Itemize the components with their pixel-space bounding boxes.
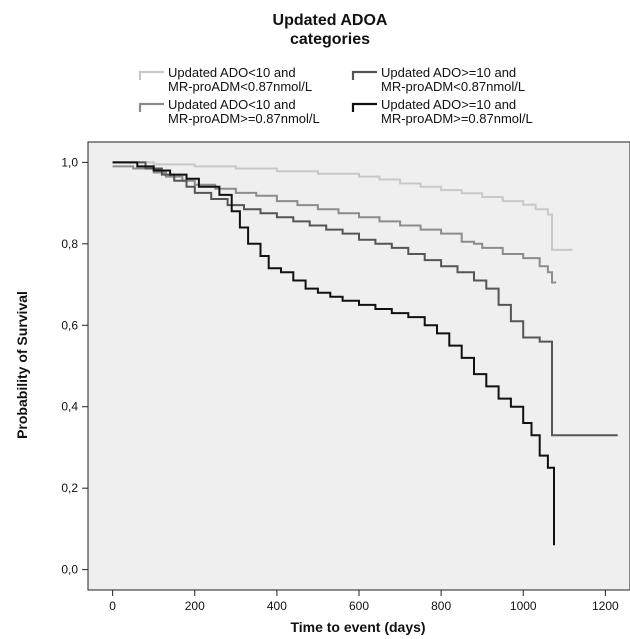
legend-label-line2: MR-proADM<0.87nmol/L [168,79,312,94]
x-tick-label: 600 [349,599,369,613]
y-axis: 0,0 0,2 0,4 0,6 0,8 1,0 [61,155,88,577]
x-axis: 0 200 400 600 800 1000 1200 [109,590,619,613]
y-axis-title: Probability of Survival [14,291,30,439]
y-tick-label: 1,0 [61,155,78,169]
y-tick-label: 0,0 [61,563,78,577]
y-tick-label: 0,8 [61,237,78,251]
x-tick-label: 800 [431,599,451,613]
legend-swatch [138,102,164,112]
survival-curve-1 [112,161,573,251]
legend-title-line2: categories [290,31,370,48]
y-tick-label: 0,2 [61,481,78,495]
legend-label-line1: Updated ADO>=10 and [381,65,516,80]
x-tick-label: 400 [267,599,287,613]
legend-label-line1: Updated ADO<10 and [168,97,296,112]
legend-swatch [351,70,377,80]
legend-label-line2: MR-proADM>=0.87nmol/L [168,111,320,126]
legend-label-line1: Updated ADO>=10 and [381,97,516,112]
legend-label-line1: Updated ADO<10 and [168,65,296,80]
legend-swatch [351,102,377,112]
legend-swatch [138,70,164,80]
x-tick-label: 0 [109,599,116,613]
x-tick-label: 1000 [510,599,537,613]
series-layer [112,161,618,546]
legend-label-line2: MR-proADM>=0.87nmol/L [381,111,533,126]
y-tick-label: 0,6 [61,318,78,332]
y-tick-label: 0,4 [61,400,78,414]
legend-title-line1: Updated ADOA [273,12,388,29]
legend-label-line2: MR-proADM<0.87nmol/L [381,79,525,94]
survival-curve-4 [112,161,555,546]
x-axis-title: Time to event (days) [290,619,425,635]
x-tick-label: 200 [185,599,205,613]
x-tick-label: 1200 [592,599,619,613]
survival-curve-2 [112,165,557,284]
legend: Updated ADOA categories Updated ADO<10 a… [138,12,533,126]
survival-curve-3 [112,161,618,437]
